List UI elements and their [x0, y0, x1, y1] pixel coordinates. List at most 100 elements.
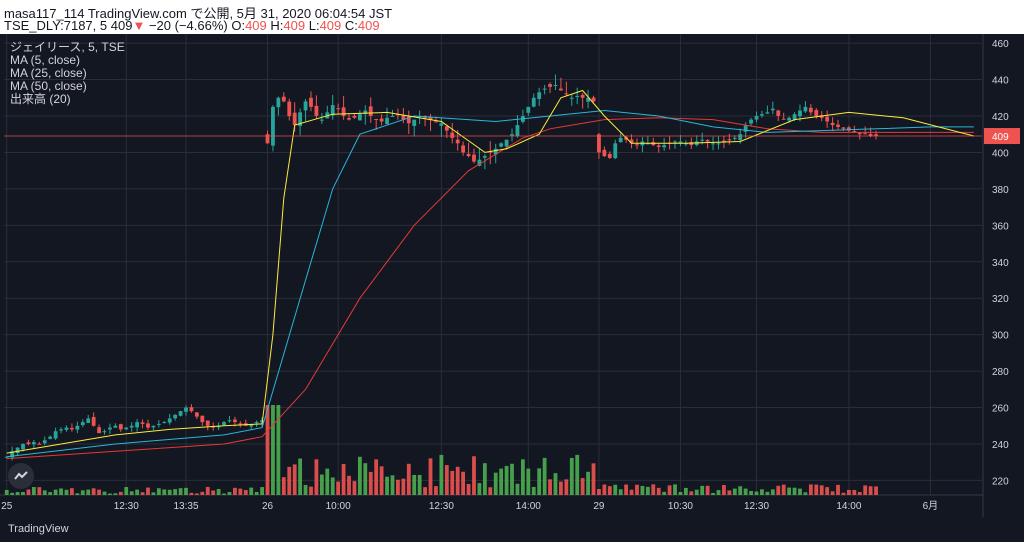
- candle-body: [233, 419, 237, 423]
- volume-bar: [86, 489, 91, 495]
- y-tick-label: 240: [992, 440, 1009, 451]
- candle-body: [754, 115, 759, 120]
- candle-body: [124, 427, 129, 430]
- candle-body: [575, 95, 580, 97]
- volume-bar: [629, 489, 634, 495]
- candle-body: [504, 139, 509, 147]
- symbol-name: TSE_DLY:7187, 5: [4, 18, 108, 33]
- candle-body: [553, 85, 558, 87]
- candle-body: [102, 431, 107, 433]
- volume-bar: [722, 485, 726, 495]
- y-tick-label: 420: [992, 112, 1009, 123]
- candle-body: [406, 116, 411, 124]
- volume-bar: [874, 486, 878, 495]
- x-tick-label: 10:00: [326, 501, 351, 512]
- candle-body: [21, 443, 25, 450]
- candle-body: [347, 118, 351, 120]
- candle-body: [254, 422, 259, 424]
- volume-bar: [200, 491, 205, 495]
- x-tick-label: 12:30: [744, 501, 769, 512]
- candle-body: [874, 134, 878, 137]
- open-value: 409: [245, 18, 267, 33]
- x-tick-label: 25: [1, 501, 13, 512]
- volume-bar: [716, 490, 721, 495]
- candle-body: [26, 442, 31, 444]
- volume-bar: [667, 485, 672, 495]
- low-label: L:: [308, 18, 320, 33]
- candle-body: [863, 133, 868, 135]
- volume-bar: [825, 487, 830, 495]
- volume-bar: [249, 487, 254, 495]
- candle-body: [705, 139, 710, 142]
- volume-bar: [640, 485, 645, 495]
- close-value: 409: [357, 18, 380, 33]
- price-chart[interactable]: 460 440 420 400 380 360 340 320 300 280 260 240 220 2…: [0, 34, 1024, 518]
- y-tick-label: 460: [992, 39, 1009, 50]
- candle-body: [37, 443, 42, 445]
- candle-body: [482, 156, 487, 158]
- tradingview-logo-icon[interactable]: [8, 463, 34, 489]
- candle-body: [167, 418, 172, 423]
- volume-bar: [493, 472, 498, 495]
- volume-bar: [336, 481, 341, 495]
- volume-bar: [401, 478, 406, 495]
- volume-bar: [352, 481, 357, 495]
- candle-body: [222, 422, 226, 426]
- candle-body: [42, 440, 47, 444]
- volume-bar: [597, 488, 601, 495]
- legend-ma50: MA (50, close): [10, 79, 87, 93]
- footer-bar: TradingView: [0, 518, 1024, 542]
- candle-body: [662, 145, 667, 148]
- volume-bar: [531, 486, 536, 495]
- candle-body: [569, 97, 574, 99]
- candle-body: [184, 407, 188, 412]
- volume-bar: [70, 488, 74, 495]
- volume-bar: [808, 484, 813, 495]
- volume-bar: [428, 458, 433, 495]
- volume-bar: [477, 483, 482, 495]
- volume-bar: [662, 491, 667, 495]
- chart-legend: ジェイリース, 5, TSE MA (5, close) MA (25, clo…: [10, 41, 125, 106]
- volume-bar: [173, 489, 178, 495]
- x-tick-label: 13:35: [174, 501, 199, 512]
- candle-body: [727, 139, 732, 141]
- volume-bar: [575, 454, 580, 495]
- candle-body: [656, 145, 661, 147]
- candle-body: [15, 447, 20, 454]
- candle-body: [629, 139, 634, 144]
- price-change: −20 (−4.66%): [148, 18, 228, 33]
- volume-bar: [48, 492, 53, 495]
- volume-bar: [651, 484, 656, 495]
- volume-bar: [444, 465, 449, 495]
- candle-body: [526, 106, 531, 113]
- volume-bar: [31, 487, 36, 495]
- candle-body: [493, 148, 498, 155]
- candle-body: [618, 137, 623, 143]
- candle-body: [830, 122, 835, 126]
- volume-bar: [819, 485, 824, 495]
- volume-bar: [156, 488, 161, 495]
- volume-bar: [319, 474, 324, 495]
- candle-body: [689, 142, 694, 146]
- volume-bar: [287, 466, 292, 495]
- candle-body: [363, 110, 368, 114]
- candle-body: [31, 442, 36, 445]
- volume-bar: [683, 487, 688, 495]
- volume-bar: [504, 465, 509, 495]
- volume-bar: [222, 493, 226, 495]
- candle-body: [48, 436, 53, 439]
- candle-body: [591, 97, 596, 102]
- volume-bar: [792, 487, 797, 495]
- candle-body: [357, 114, 362, 121]
- tradingview-brand[interactable]: TradingView: [8, 523, 69, 535]
- volume-bar: [233, 487, 237, 495]
- volume-bar: [673, 484, 677, 495]
- volume-bar: [781, 484, 786, 495]
- volume-bar: [80, 490, 85, 495]
- volume-bar: [102, 491, 107, 495]
- candle-body: [341, 107, 346, 116]
- volume-bar: [656, 487, 661, 495]
- volume-bar: [537, 468, 542, 495]
- legend-ma25: MA (25, close): [10, 66, 87, 80]
